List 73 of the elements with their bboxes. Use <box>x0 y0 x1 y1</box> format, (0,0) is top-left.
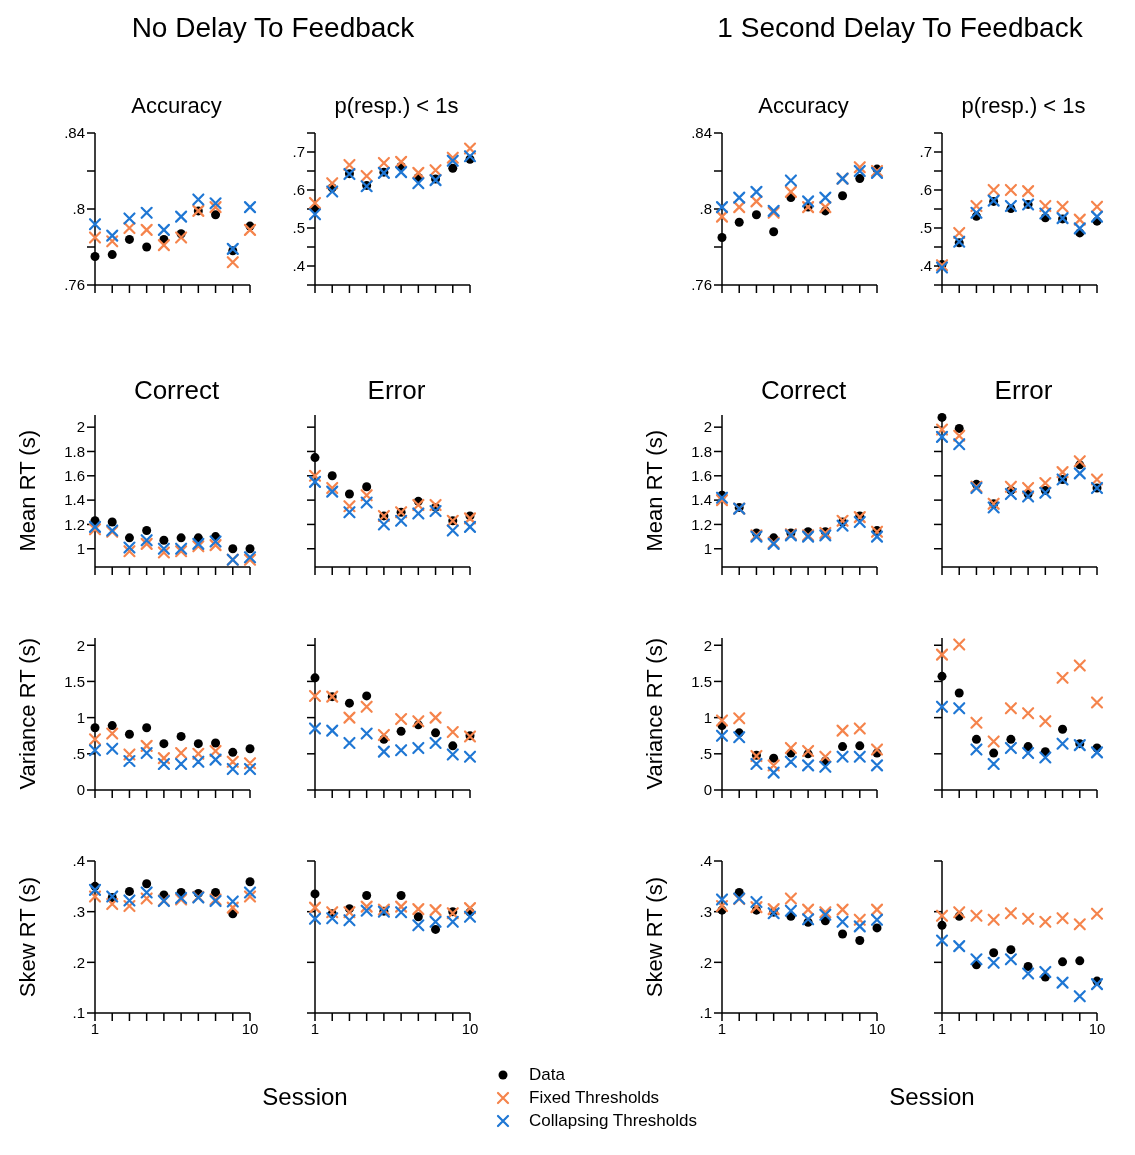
y-tick-label: 2 <box>703 418 712 436</box>
y-tick-label: .6 <box>919 181 932 199</box>
y-tick-label: 1.6 <box>691 467 712 485</box>
y-tick-label: .5 <box>699 745 712 763</box>
y-axis-title: Mean RT (s) <box>15 430 41 552</box>
y-tick-label: 1.8 <box>64 442 85 460</box>
y-tick-label: .1 <box>72 1004 85 1022</box>
y-tick-label: .76 <box>64 276 85 294</box>
y-axis-title: Variance RT (s) <box>15 638 41 790</box>
y-tick-label: .2 <box>699 953 712 971</box>
y-tick-label: 1.8 <box>691 442 712 460</box>
y-tick-label: 1.4 <box>64 491 85 509</box>
y-tick-label: .5 <box>292 219 305 237</box>
y-tick-label: 2 <box>76 418 85 436</box>
y-tick-label: 1 <box>76 540 85 558</box>
y-tick-label: .3 <box>699 902 712 920</box>
y-tick-label: .5 <box>72 745 85 763</box>
y-axis-title: Variance RT (s) <box>642 638 668 790</box>
x-tick-label: 10 <box>868 1019 886 1037</box>
y-tick-label: 1.6 <box>64 467 85 485</box>
x-tick-label: 10 <box>461 1019 479 1037</box>
y-tick-label: 2 <box>76 636 85 654</box>
chart-title: p(resp.) < 1s <box>960 93 1087 120</box>
y-tick-label: 1.2 <box>691 515 712 533</box>
chart-title: Accuracy <box>757 93 850 120</box>
y-tick-label: .76 <box>691 276 712 294</box>
y-tick-label: .8 <box>72 200 85 218</box>
y-tick-label: .5 <box>919 219 932 237</box>
x-axis-title: Session <box>261 1083 349 1111</box>
y-tick-label: .7 <box>292 143 305 161</box>
y-tick-label: .84 <box>691 124 712 142</box>
x-tick-label: 10 <box>241 1019 259 1037</box>
y-tick-label: .8 <box>699 200 712 218</box>
y-tick-label: 2 <box>703 636 712 654</box>
x-axis-title: Session <box>888 1083 976 1111</box>
y-axis-title: Mean RT (s) <box>642 430 668 552</box>
chart-title: Correct <box>759 375 848 407</box>
legend-label: Collapsing Thresholds <box>529 1110 697 1131</box>
y-tick-label: 1.4 <box>691 491 712 509</box>
y-tick-label: .4 <box>292 257 305 275</box>
legend-label: Fixed Thresholds <box>529 1087 660 1108</box>
y-tick-label: 1 <box>76 708 85 726</box>
y-tick-label: 0 <box>703 781 712 799</box>
y-tick-label: .1 <box>699 1004 712 1022</box>
y-tick-label: .84 <box>64 124 85 142</box>
y-axis-title: Skew RT (s) <box>15 876 41 998</box>
x-tick-label: 10 <box>1088 1019 1106 1037</box>
y-tick-label: .4 <box>919 257 932 275</box>
y-tick-label: 1.5 <box>691 672 712 690</box>
y-tick-label: .2 <box>72 953 85 971</box>
x-tick-label: 1 <box>310 1019 320 1037</box>
y-tick-label: 1.5 <box>64 672 85 690</box>
y-tick-label: .4 <box>72 852 85 870</box>
y-tick-label: .4 <box>699 852 712 870</box>
chart-title: Correct <box>132 375 221 407</box>
text: No Delay To Feedback <box>130 12 416 44</box>
y-tick-label: .7 <box>919 143 932 161</box>
y-tick-label: 1 <box>703 540 712 558</box>
x-tick-label: 1 <box>937 1019 947 1037</box>
chart-title: Error <box>366 375 427 407</box>
chart-title: p(resp.) < 1s <box>333 93 460 120</box>
text: 1 Second Delay To Feedback <box>716 12 1084 44</box>
y-tick-label: 1 <box>703 708 712 726</box>
x-tick-label: 1 <box>90 1019 100 1037</box>
chart-title: Error <box>993 375 1054 407</box>
y-tick-label: 1.2 <box>64 515 85 533</box>
x-tick-label: 1 <box>717 1019 727 1037</box>
y-tick-label: .3 <box>72 902 85 920</box>
y-tick-label: 0 <box>76 781 85 799</box>
y-axis-title: Skew RT (s) <box>642 876 668 998</box>
chart-title: Accuracy <box>130 93 223 120</box>
legend-label: Data <box>529 1064 565 1085</box>
y-tick-label: .6 <box>292 181 305 199</box>
